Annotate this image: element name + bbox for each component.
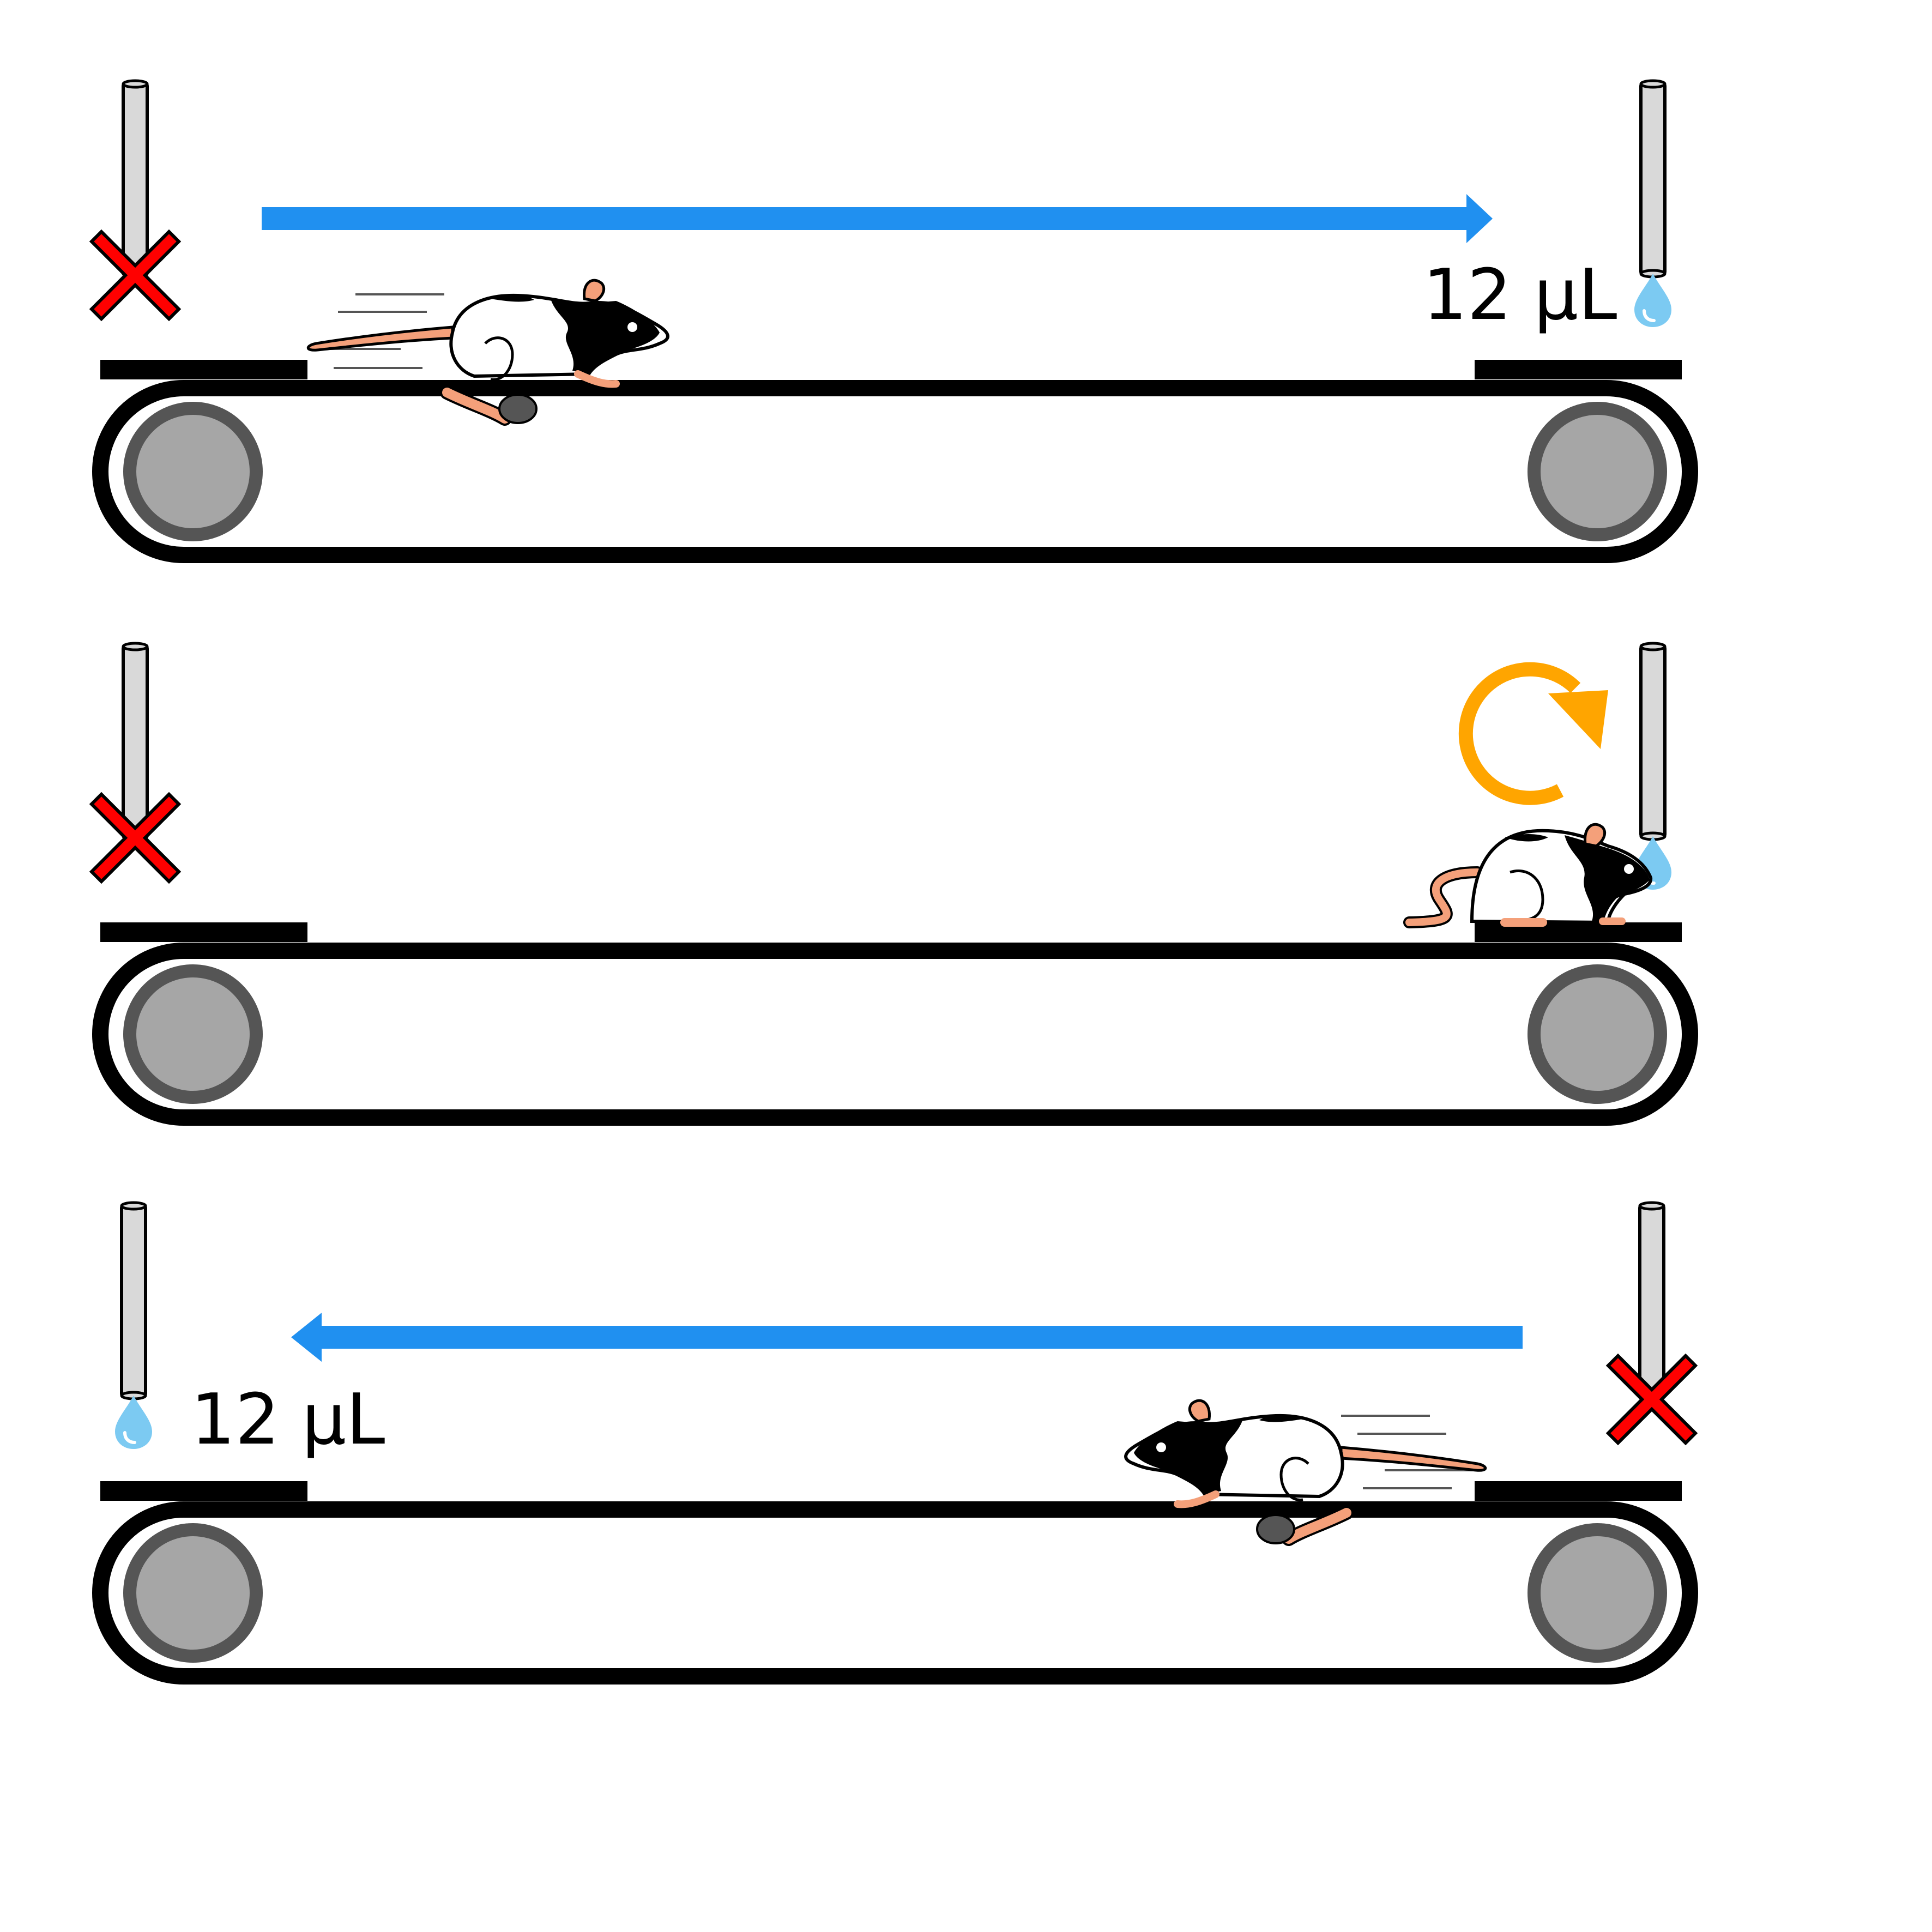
conveyor-belt xyxy=(100,951,1690,1118)
left-platform xyxy=(100,922,307,942)
panel-run-right: 12 μL xyxy=(92,81,1690,555)
left-platform xyxy=(100,1481,307,1501)
right-spout-icon xyxy=(1640,1203,1664,1399)
left-spout-icon xyxy=(123,81,147,277)
right-spout-icon xyxy=(1641,643,1665,840)
conveyor-belt xyxy=(100,388,1690,555)
right-spout-icon xyxy=(1641,81,1665,277)
water-drop-icon xyxy=(115,1396,152,1449)
direction-arrow xyxy=(262,194,1493,243)
left-spout-icon xyxy=(123,643,147,840)
right-platform xyxy=(1475,360,1682,379)
rotate-arrow-icon xyxy=(1466,669,1608,798)
volume-label: 12 μL xyxy=(1423,255,1617,336)
right-platform xyxy=(1475,1481,1682,1501)
left-platform xyxy=(100,360,307,379)
panel-run-left: 12 μL xyxy=(100,1203,1695,1676)
motion-lines xyxy=(1341,1415,1474,1489)
panel-turn-around xyxy=(92,643,1690,1118)
volume-label: 12 μL xyxy=(191,1379,385,1460)
conveyor-belt xyxy=(100,1510,1690,1676)
direction-arrow xyxy=(291,1313,1523,1362)
left-spout-icon xyxy=(122,1203,146,1399)
rat-icon xyxy=(1403,823,1653,928)
water-drop-icon xyxy=(1634,274,1671,327)
